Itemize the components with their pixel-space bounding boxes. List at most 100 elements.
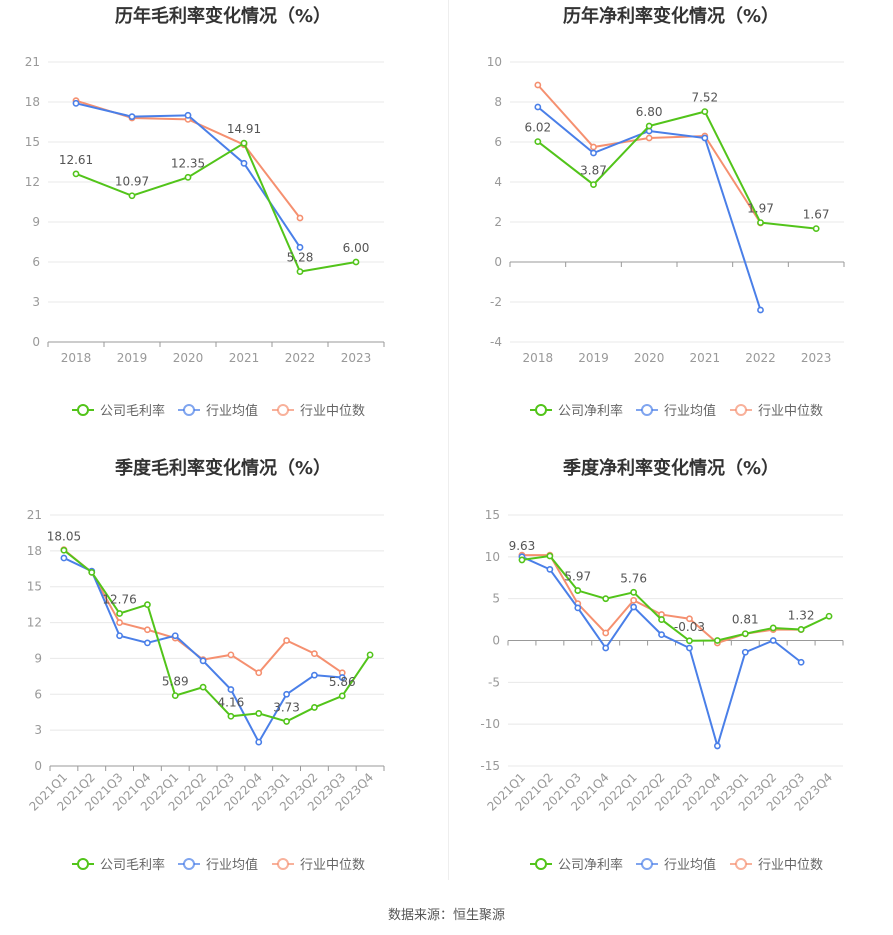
annual-gross-margin-svg: 历年毛利率变化情况（%） 0 3 6 9 12 15 18 21 2018 2019 2020 2021… (25, 5, 385, 419)
legend-label: 行业中位数 (300, 858, 365, 873)
data-point (184, 173, 192, 181)
data-point (686, 615, 693, 623)
data-point (546, 552, 554, 560)
data-point (797, 658, 805, 666)
legend-label: 公司净利率 (558, 403, 623, 419)
legend-marker (277, 858, 289, 870)
legend-marker (77, 858, 89, 870)
data-point (311, 704, 318, 711)
panel-divider (448, 0, 449, 880)
data-label: 5.89 (162, 675, 189, 689)
data-label: 3.87 (580, 164, 607, 178)
data-point (116, 632, 123, 640)
x-tick-label: 2023 (801, 351, 832, 365)
y-tick-label: 10 (485, 550, 500, 564)
data-point (283, 718, 290, 725)
y-tick-label: 3 (32, 295, 40, 309)
data-label: 5.28 (287, 251, 314, 265)
data-label: 1.67 (803, 208, 830, 222)
data-point (366, 651, 374, 659)
data-label: 5.97 (564, 570, 591, 584)
data-point (602, 644, 610, 652)
legend-marker (535, 858, 547, 870)
data-point (227, 651, 235, 659)
data-point (116, 610, 123, 617)
legend-label: 行业中位数 (758, 858, 823, 873)
data-label: 14.91 (227, 122, 261, 136)
y-tick-label: 9 (32, 215, 40, 229)
data-point (199, 657, 207, 665)
data-label: 6.00 (343, 241, 370, 255)
data-point (283, 690, 290, 698)
legend-label: 行业均值 (206, 403, 258, 419)
y-tick-label: 15 (485, 508, 500, 522)
data-point (227, 712, 235, 720)
data-point (574, 604, 582, 612)
data-point (311, 650, 318, 658)
data-point (128, 113, 136, 121)
data-point (701, 108, 709, 115)
legend-marker (641, 858, 653, 870)
chart-title: 历年毛利率变化情况（%） (115, 5, 331, 27)
quarterly-net-margin-svg: 季度净利率变化情况（%）-15-10-50510152021Q12021Q220… (480, 457, 844, 873)
data-point (658, 616, 665, 623)
data-point (630, 588, 638, 596)
legend-label: 行业中位数 (300, 404, 365, 419)
y-tick-label: 9 (34, 651, 42, 665)
data-point (240, 139, 248, 147)
chart-title: 季度毛利率变化情况（%） (115, 457, 331, 479)
data-point (590, 181, 597, 188)
data-label: 12.61 (59, 153, 93, 167)
data-label: 5.86 (329, 675, 356, 689)
data-label: 9.63 (509, 539, 536, 553)
data-label: 5.76 (620, 571, 647, 585)
data-point (797, 626, 805, 633)
data-point (352, 258, 360, 266)
legend-label: 公司毛利率 (100, 403, 165, 419)
data-point (658, 631, 665, 639)
series-line (75, 141, 357, 273)
data-point (741, 630, 749, 638)
data-point (255, 669, 263, 677)
legend-label: 公司毛利率 (100, 857, 165, 873)
data-point (255, 738, 263, 746)
y-tick-label: 15 (25, 135, 40, 149)
x-tick-label: 2019 (578, 351, 609, 365)
data-point (546, 565, 554, 573)
data-point (713, 637, 721, 644)
y-tick-label: 4 (494, 175, 502, 189)
data-label: 12.76 (102, 592, 136, 606)
data-point (769, 624, 777, 632)
data-point (645, 122, 653, 130)
x-tick-label: 2023 (341, 351, 372, 365)
data-point (255, 710, 263, 717)
x-tick-label: 2022 (285, 351, 316, 365)
data-point (199, 683, 207, 691)
y-tick-label: -15 (480, 759, 500, 773)
y-tick-label: -2 (490, 295, 502, 309)
data-point (72, 170, 80, 178)
data-point (769, 637, 777, 644)
y-tick-label: 6 (34, 687, 42, 701)
data-point (534, 81, 542, 89)
data-point (88, 568, 96, 576)
data-point (812, 225, 820, 232)
data-point (338, 692, 346, 700)
y-tick-label: 0 (34, 759, 42, 773)
data-point (757, 219, 764, 226)
data-point (757, 306, 764, 314)
y-tick-label: -4 (490, 335, 502, 349)
data-point (60, 554, 68, 562)
data-point (701, 134, 709, 142)
legend-label: 公司净利率 (558, 857, 623, 873)
data-point (72, 99, 80, 107)
data-point (590, 143, 597, 151)
data-point (171, 632, 179, 640)
data-point (534, 103, 542, 111)
y-tick-label: 15 (27, 580, 42, 594)
data-point (128, 192, 136, 200)
y-tick-label: -5 (488, 675, 500, 689)
legend-marker (535, 404, 547, 416)
data-label: 1.32 (788, 608, 815, 622)
data-point (296, 243, 304, 251)
